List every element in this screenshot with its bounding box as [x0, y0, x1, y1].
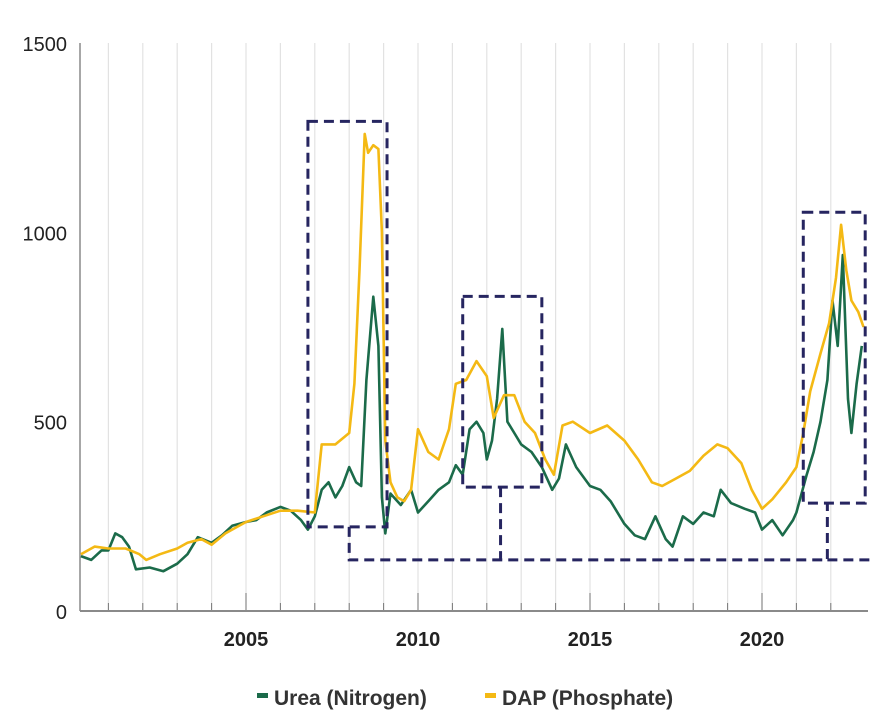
- highlight-box: [801, 210, 867, 505]
- series-lines: [80, 132, 865, 573]
- y-tick-label: 500: [34, 413, 67, 435]
- y-tick-label: 1500: [23, 34, 68, 56]
- highlight-box: [461, 294, 544, 489]
- tick-labels: 0 500 1000 1500 2005 2010 2015 2020: [23, 34, 785, 651]
- x-tick-label: 2010: [396, 629, 441, 651]
- legend-label-urea: Urea (Nitrogen): [274, 687, 427, 710]
- y-tick-label: 1000: [23, 223, 68, 245]
- legend-label-dap: DAP (Phosphate): [502, 687, 673, 710]
- legend-swatch-dap: [485, 693, 496, 698]
- x-tick-label: 2015: [568, 629, 613, 651]
- gridlines: [107, 43, 832, 611]
- x-tick-label: 2020: [740, 629, 785, 651]
- legend-swatch-urea: [257, 693, 268, 698]
- legend: Urea (Nitrogen) DAP (Phosphate): [257, 687, 673, 710]
- annotations: [306, 119, 873, 562]
- axes: [79, 43, 868, 612]
- y-tick-label: 0: [56, 602, 67, 624]
- connector-line: [347, 503, 829, 562]
- x-tick-label: 2005: [224, 629, 269, 651]
- series-line-urea: [80, 253, 864, 573]
- series-line-dap: [80, 132, 865, 562]
- highlight-box: [306, 119, 389, 529]
